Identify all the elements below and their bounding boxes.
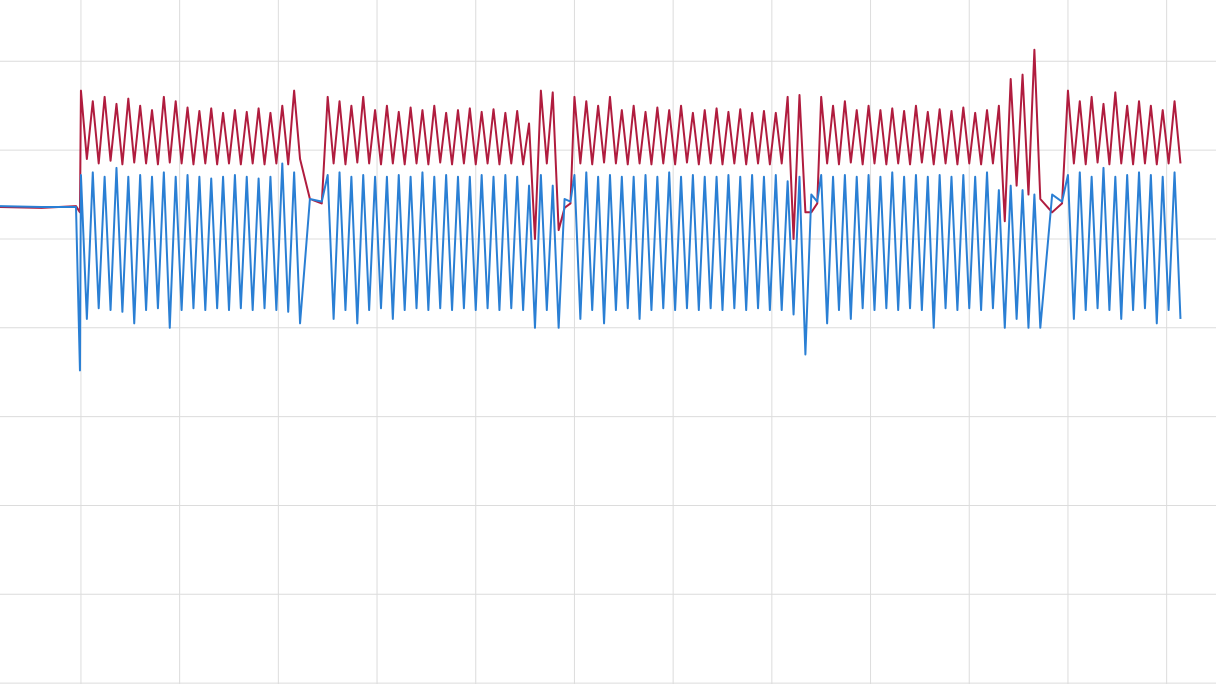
series-line (0, 162, 1182, 372)
series-line (0, 48, 1182, 240)
